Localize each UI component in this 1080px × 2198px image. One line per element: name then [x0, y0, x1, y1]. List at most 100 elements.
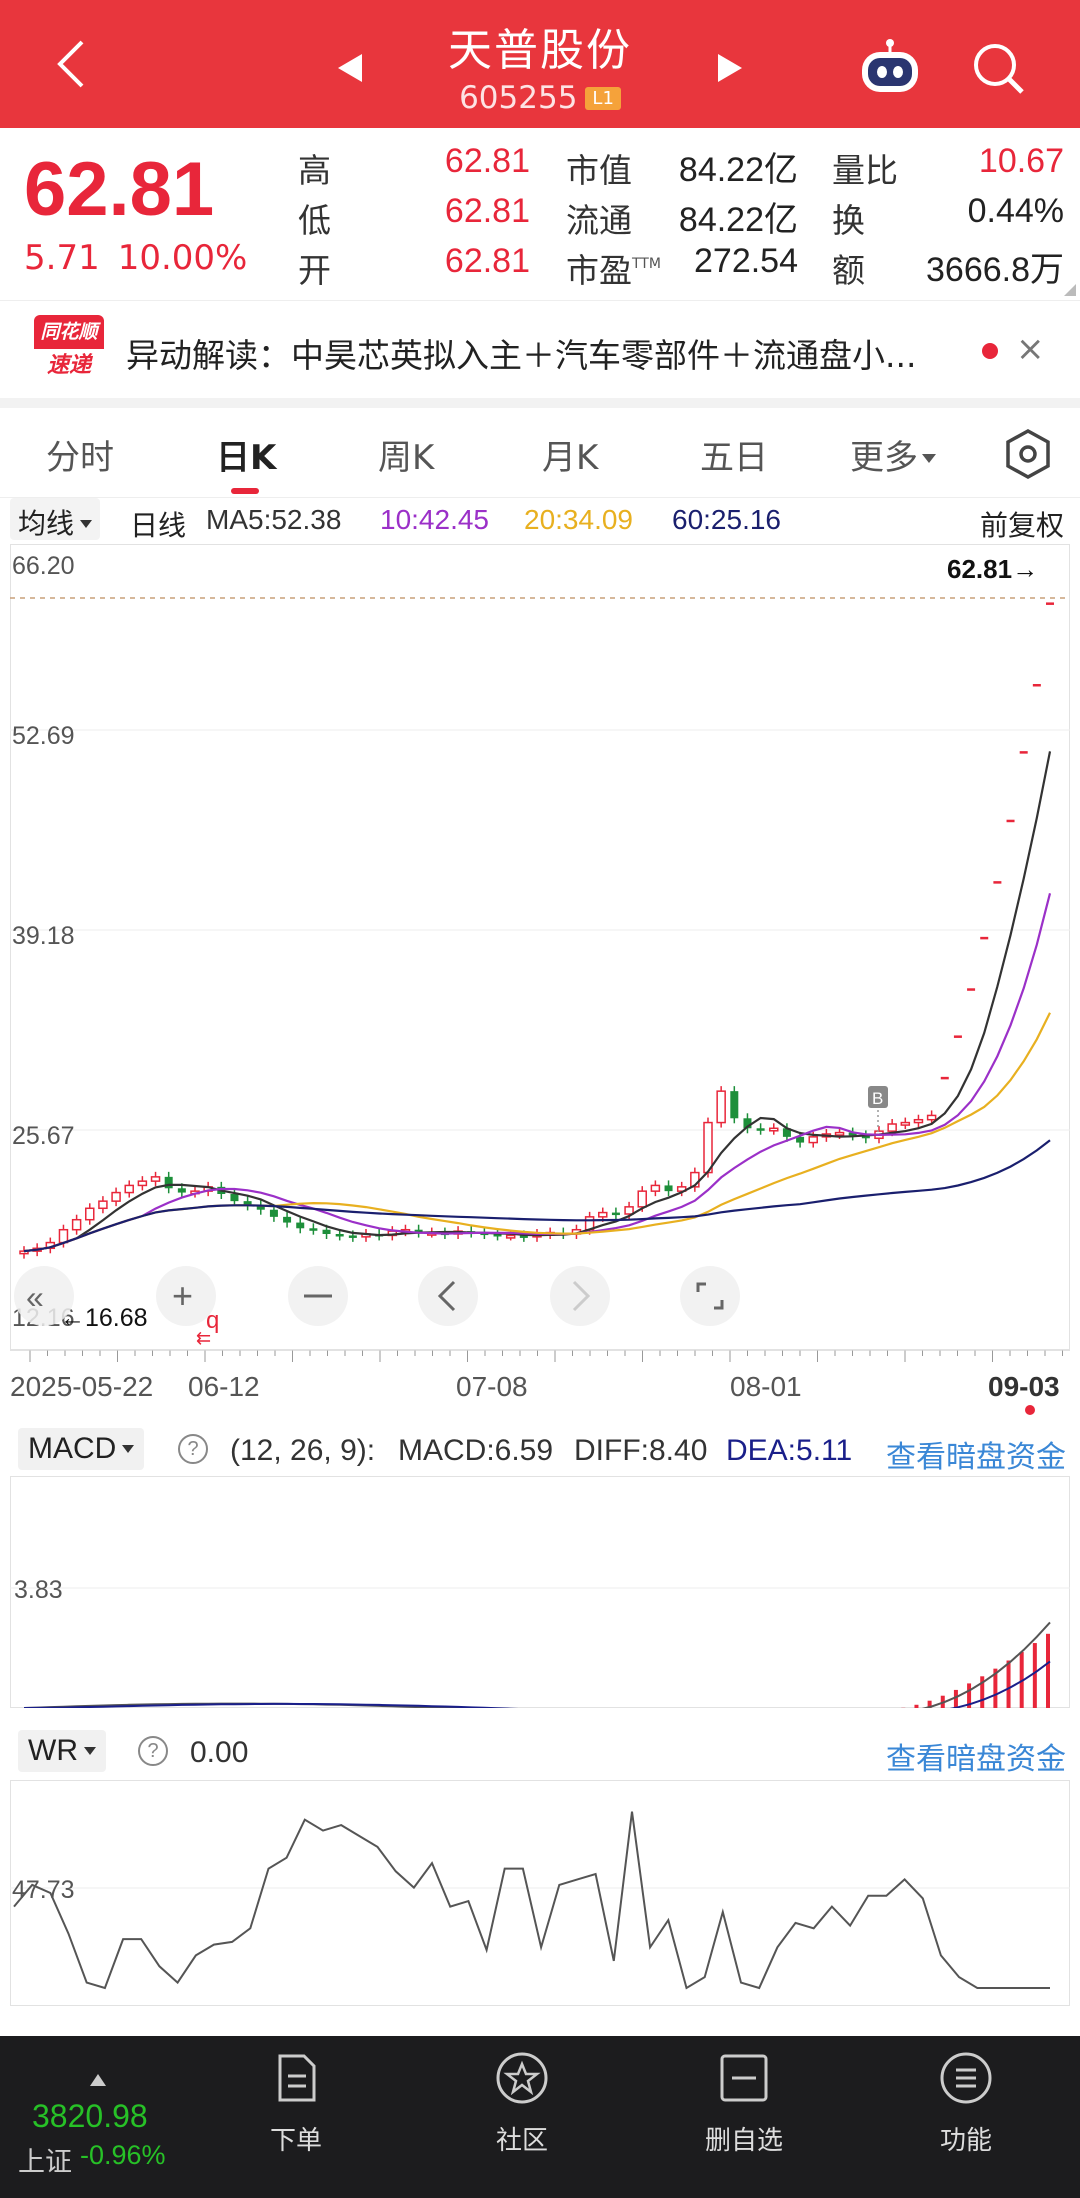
- low-price-label: ←16.68: [60, 1304, 148, 1332]
- turnover-value: 0.44%: [967, 192, 1064, 230]
- news-logo: 同花顺 速递: [34, 315, 104, 385]
- candle: [505, 1234, 516, 1239]
- back-icon[interactable]: [48, 36, 96, 92]
- market-cap-label: 市值: [566, 151, 632, 190]
- close-icon[interactable]: ×: [1016, 329, 1045, 369]
- wr-chart[interactable]: 47.73: [10, 1780, 1070, 2006]
- candle: [243, 1201, 252, 1206]
- candle: [1006, 819, 1015, 823]
- nav-order[interactable]: 下单: [236, 2050, 356, 2157]
- open-value: 62.81: [444, 242, 530, 280]
- pe-value: 272.54: [694, 242, 798, 280]
- candle: [703, 1121, 713, 1174]
- macd-bar: [993, 1668, 998, 1708]
- macd-y-tick: 3.83: [14, 1576, 63, 1604]
- news-text[interactable]: 异动解读：中昊芯英拟入主＋汽车零部件＋流通盘小...: [126, 336, 917, 375]
- candle: [796, 1136, 805, 1143]
- macd-params: (12, 26, 9):: [230, 1434, 376, 1467]
- buy-marker[interactable]: B: [868, 1086, 888, 1132]
- news-ticker[interactable]: 同花顺 速递 异动解读：中昊芯英拟入主＋汽车零部件＋流通盘小... ×: [0, 300, 1080, 398]
- double-chevron-left-icon: «: [26, 1279, 44, 1315]
- candle: [177, 1188, 186, 1193]
- tab-five-day[interactable]: 五日: [700, 438, 768, 478]
- wr-selector[interactable]: WR: [18, 1730, 106, 1772]
- search-icon[interactable]: [970, 40, 1026, 96]
- document-icon: [278, 2054, 316, 2102]
- tab-more[interactable]: 更多: [850, 430, 936, 479]
- candle: [111, 1191, 121, 1202]
- tab-daily-k[interactable]: 日K: [216, 438, 277, 478]
- kline-chart[interactable]: 66.20 52.69 39.18 25.67 12.16 62.81→ B ←…: [10, 544, 1070, 1424]
- macd-selector[interactable]: MACD: [18, 1428, 145, 1470]
- index-value: 3820.98: [32, 2098, 148, 2134]
- candle: [730, 1091, 739, 1119]
- amount-label: 额: [832, 251, 865, 290]
- robot-assistant-icon[interactable]: [858, 38, 922, 96]
- tab-weekly-k[interactable]: 周K: [378, 438, 435, 478]
- candle: [1019, 751, 1028, 754]
- ma-legend-row: 均线 日线 MA5:52.38 10:42.45 20:34.09 60:25.…: [0, 498, 1080, 544]
- candle: [756, 1128, 765, 1131]
- chevron-left-icon: [437, 1280, 456, 1312]
- candle: [296, 1222, 305, 1229]
- dark-pool-link[interactable]: 查看暗盘资金: [886, 1441, 1066, 1474]
- tab-intraday[interactable]: 分时: [46, 438, 114, 478]
- bottom-nav: 3820.98 上证 -0.96% 下单 社区 删自选 功能: [0, 2036, 1080, 2198]
- candle: [834, 1131, 845, 1136]
- candle: [769, 1127, 779, 1132]
- candle: [624, 1206, 634, 1215]
- y-tick-2: 39.18: [12, 922, 75, 950]
- menu-circle-icon: [940, 2052, 992, 2104]
- high-value: 62.81: [444, 142, 530, 180]
- macd-bar: [953, 1689, 958, 1708]
- adjust-mode[interactable]: 前复权: [980, 510, 1065, 541]
- scroll-right-button[interactable]: [550, 1266, 610, 1326]
- help-icon[interactable]: ?: [138, 1736, 168, 1766]
- macd-chart[interactable]: 3.83: [10, 1476, 1070, 1708]
- settings-hexagon-icon[interactable]: [1004, 428, 1052, 480]
- macd-bar: [967, 1683, 972, 1708]
- chevron-down-icon: [80, 520, 93, 528]
- dark-pool-link[interactable]: 查看暗盘资金: [886, 1743, 1066, 1776]
- nav-remove-watchlist[interactable]: 删自选: [684, 2050, 804, 2157]
- ma60-value: 60:25.16: [672, 504, 781, 535]
- tab-monthly-k[interactable]: 月K: [542, 438, 599, 478]
- candle: [900, 1121, 911, 1126]
- x-label-3: 08-01: [730, 1371, 802, 1402]
- scroll-start-button[interactable]: [14, 1266, 74, 1326]
- help-icon[interactable]: ?: [178, 1434, 208, 1464]
- candle: [808, 1136, 818, 1144]
- candle: [230, 1194, 239, 1202]
- nav-functions[interactable]: 功能: [906, 2050, 1026, 2157]
- wr-header: WR ? 0.00 查看暗盘资金: [0, 1728, 1080, 1778]
- chevron-right-icon: [572, 1280, 591, 1312]
- volume-ratio-label: 量比: [832, 151, 898, 190]
- candle: [519, 1235, 528, 1238]
- zoom-in-button[interactable]: [156, 1266, 216, 1326]
- chevron-down-icon: [922, 454, 936, 463]
- previous-stock-icon[interactable]: [332, 50, 368, 86]
- expand-corner-icon[interactable]: [1064, 284, 1076, 296]
- event-marker[interactable]: q: [206, 1307, 219, 1334]
- price-change: 5.71 10.00%: [24, 238, 248, 278]
- candle: [716, 1090, 726, 1124]
- next-stock-icon[interactable]: [712, 50, 748, 86]
- x-label-1: 06-12: [188, 1371, 260, 1402]
- candle: [993, 881, 1002, 884]
- stock-name: 天普股份: [448, 25, 632, 76]
- candle: [940, 1076, 949, 1080]
- pe-label: 市盈TTM: [566, 251, 661, 290]
- open-label: 开: [298, 251, 331, 290]
- fullscreen-button[interactable]: [680, 1266, 740, 1326]
- y-tick-1: 52.69: [12, 722, 75, 750]
- svg-text:B: B: [872, 1089, 883, 1108]
- index-change: -0.96%: [80, 2140, 166, 2170]
- event-arrow-icon: ⇇: [196, 1328, 211, 1348]
- scroll-left-button[interactable]: [418, 1266, 478, 1326]
- nav-community[interactable]: 社区: [462, 2050, 582, 2157]
- high-price-label: 62.81→: [947, 554, 1038, 584]
- float-cap-value: 84.22亿: [678, 201, 798, 239]
- ma-selector[interactable]: 均线: [10, 498, 101, 540]
- candle: [782, 1128, 791, 1137]
- macd-bar: [927, 1700, 932, 1708]
